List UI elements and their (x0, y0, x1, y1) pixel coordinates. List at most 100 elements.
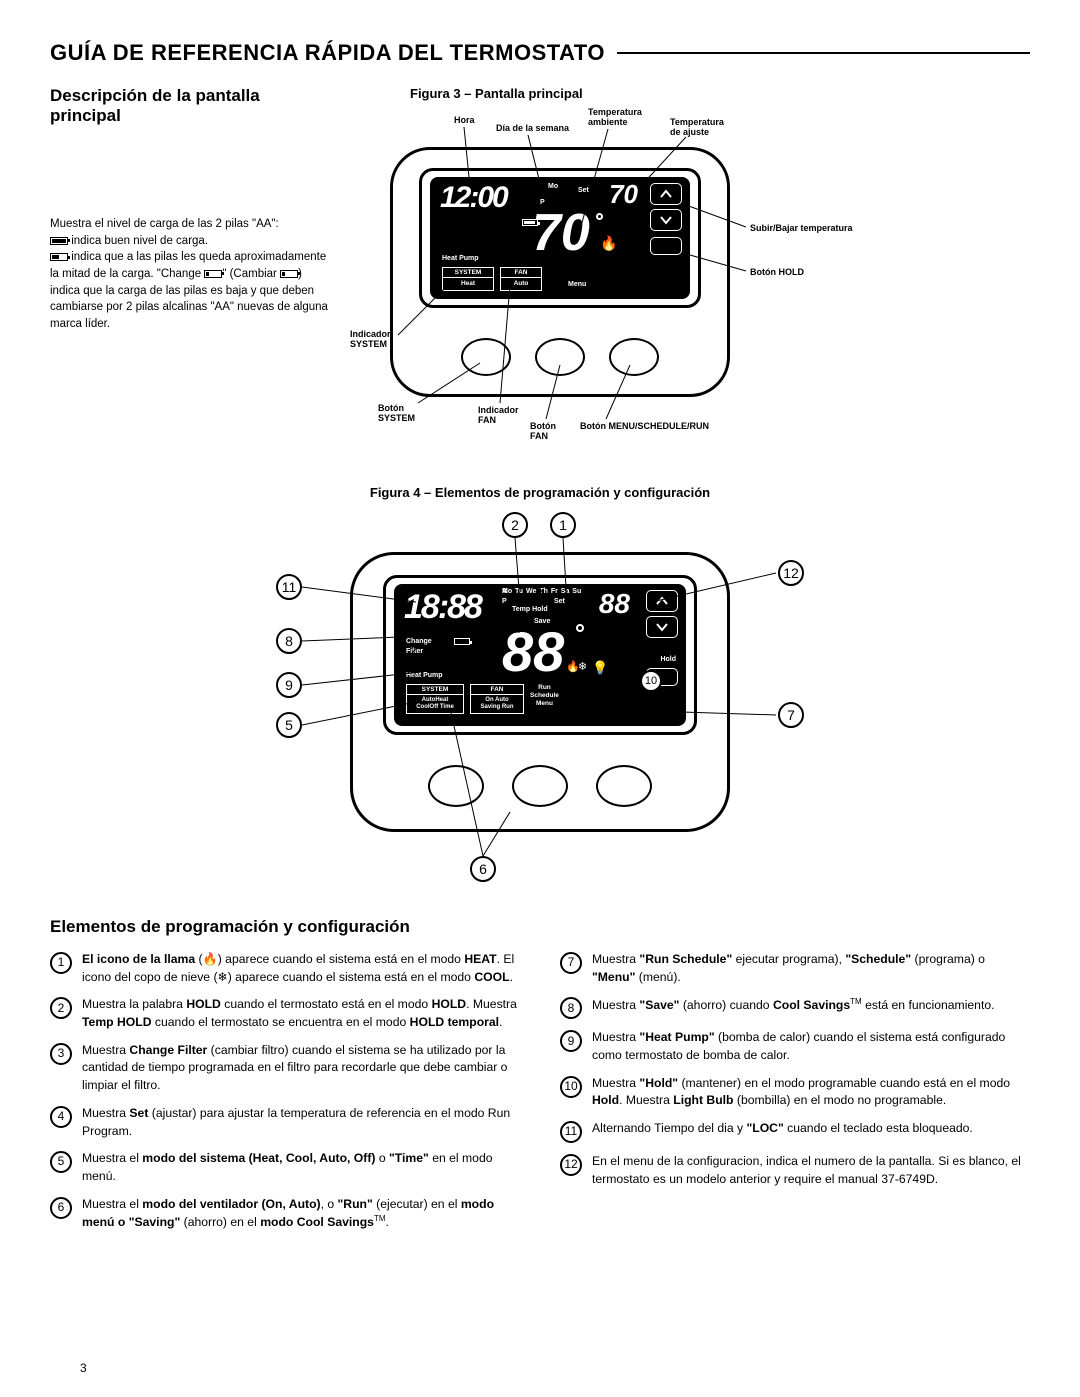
battery-note-l3b: " (Cambiar (222, 268, 280, 280)
fan-header-2: FAN (471, 686, 523, 695)
heat-pump-label: Heat Pump (442, 255, 479, 262)
menu-l2: Schedule (530, 692, 559, 700)
item-1-num: 1 (50, 952, 72, 974)
item-9-num: 9 (560, 1030, 582, 1052)
screen-bevel: 12:00 P Mo Set 70 70 🔥 Heat Pump SYSTEM (419, 168, 701, 308)
callout-6: 6 (470, 856, 496, 882)
flame-icon: 🔥 (600, 235, 617, 252)
degree-icon-2 (576, 624, 584, 632)
callout-12: 12 (778, 560, 804, 586)
set-temp: 70 (609, 179, 638, 210)
battery-note-l1: Muestra el nivel de carga de las 2 pilas… (50, 218, 279, 230)
hold-button[interactable] (650, 237, 682, 255)
item-4-num: 4 (50, 1106, 72, 1128)
lcd-screen-2: 18:88 A P Mo Tu We Th Fr Sa Su Set 88 Te… (394, 584, 686, 726)
system-l1: AutoHeat (407, 697, 463, 704)
item-8-text: Muestra "Save" (ahorro) cuando Cool Savi… (592, 996, 1030, 1019)
system-button-2[interactable] (428, 765, 484, 807)
days-row: Mo Tu We Th Fr Sa Su (502, 588, 581, 595)
fig4-caption: Figura 4 – Elementos de programación y c… (50, 485, 1030, 500)
temp-down-button[interactable] (650, 209, 682, 231)
system-box: SYSTEM Heat (442, 267, 494, 291)
time-display-2: 18:88 (404, 588, 481, 627)
menu-l3: Menu (530, 700, 559, 708)
system-button[interactable] (461, 338, 511, 376)
battery-icon-2 (454, 638, 470, 645)
day-indicator: Mo (548, 183, 558, 190)
label-btn-fan: Botón FAN (530, 421, 570, 442)
item-3-text: Muestra Change Filter (cambiar filtro) c… (82, 1042, 520, 1095)
label-btn-sys: Botón SYSTEM (378, 403, 428, 424)
snowflake-icon: ❄ (578, 660, 587, 673)
fan-button-2[interactable] (512, 765, 568, 807)
item-3-num: 3 (50, 1043, 72, 1065)
menu-box-2: Run Schedule Menu (530, 684, 559, 707)
battery-low-icon (204, 270, 222, 278)
set-label: Set (578, 187, 589, 194)
battery-note-l2: indica buen nivel de carga. (68, 235, 208, 247)
item-10-text: Muestra "Hold" (mantener) en el modo pro… (592, 1075, 1030, 1110)
section1-heading: Descripción de la pantalla principal (50, 86, 330, 126)
thermostat-device-2: 18:88 A P Mo Tu We Th Fr Sa Su Set 88 Te… (350, 552, 730, 832)
label-subir: Subir/Bajar temperatura (750, 223, 880, 233)
temp-arrows (650, 183, 682, 235)
hold-label-2: Hold (660, 656, 676, 663)
temp-arrows-2 (646, 590, 678, 642)
item-4-text: Muestra Set (ajustar) para ajustar la te… (82, 1105, 520, 1140)
title-rule (617, 52, 1030, 54)
item-11-num: 11 (560, 1121, 582, 1143)
system-header-2: SYSTEM (407, 686, 463, 695)
label-ind-fan: Indicador FAN (478, 405, 528, 426)
pm-indicator-2: P (502, 598, 507, 605)
label-temp-aj: Temperatura de ajuste (670, 117, 734, 138)
temp-up-button[interactable] (650, 183, 682, 205)
battery-low-icon2 (280, 270, 298, 278)
item-11-text: Alternando Tiempo del dia y "LOC" cuando… (592, 1120, 1030, 1143)
temp-down-button-2[interactable] (646, 616, 678, 638)
item-12-text: En el menu de la configuracion, indica e… (592, 1153, 1030, 1188)
label-temp-amb: Temperatura ambiente (588, 107, 648, 128)
callout-7: 7 (778, 702, 804, 728)
temp-hold-label: Temp Hold (512, 606, 548, 613)
callout-1: 1 (550, 512, 576, 538)
label-hora: Hora (454, 115, 475, 125)
callout-8: 8 (276, 628, 302, 654)
item-2-text: Muestra la palabra HOLD cuando el termos… (82, 996, 520, 1031)
fan-button[interactable] (535, 338, 585, 376)
item-6-num: 6 (50, 1197, 72, 1219)
room-temp-2: 88 (502, 624, 564, 680)
item-8-num: 8 (560, 997, 582, 1019)
item-6-text: Muestra el modo del ventilador (On, Auto… (82, 1196, 520, 1232)
item-5-num: 5 (50, 1151, 72, 1173)
temp-up-button-2[interactable] (646, 590, 678, 612)
label-dia: Día de la semana (496, 123, 569, 133)
battery-full-icon (50, 237, 68, 245)
item-9-text: Muestra "Heat Pump" (bomba de calor) cua… (592, 1029, 1030, 1064)
item-10-num: 10 (560, 1076, 582, 1098)
label-hold: Botón HOLD (750, 267, 804, 277)
time-display: 12:00 (440, 181, 507, 215)
battery-half-icon (50, 253, 68, 261)
heat-pump-label-2: Heat Pump (406, 672, 443, 679)
item-7-num: 7 (560, 952, 582, 974)
lcd-screen: 12:00 P Mo Set 70 70 🔥 Heat Pump SYSTEM (430, 177, 690, 299)
menu-button-2[interactable] (596, 765, 652, 807)
system-header: SYSTEM (443, 269, 493, 278)
system-box-2: SYSTEM AutoHeat CoolOff Time (406, 684, 464, 714)
menu-button[interactable] (609, 338, 659, 376)
change-label: Change (406, 638, 432, 645)
set-label-2: Set (554, 598, 565, 605)
battery-note: Muestra el nivel de carga de las 2 pilas… (50, 216, 330, 333)
fan-l1: On Auto (471, 697, 523, 704)
screen-bevel-2: 18:88 A P Mo Tu We Th Fr Sa Su Set 88 Te… (383, 575, 697, 735)
fan-header: FAN (501, 269, 541, 278)
fan-l2: Saving Run (471, 704, 523, 711)
menu-l1: Run (530, 684, 559, 692)
system-value: Heat (443, 280, 493, 287)
lightbulb-icon: 💡 (592, 660, 608, 676)
callout-9: 9 (276, 672, 302, 698)
thermostat-device: 12:00 P Mo Set 70 70 🔥 Heat Pump SYSTEM (390, 147, 730, 397)
system-l2: CoolOff Time (407, 704, 463, 711)
item-2-num: 2 (50, 997, 72, 1019)
room-temp: 70 (532, 207, 590, 259)
